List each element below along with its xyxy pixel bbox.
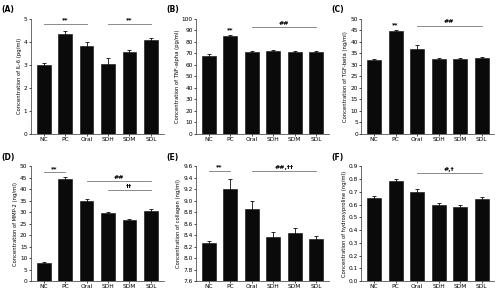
Y-axis label: Concentration of IL-6 (pg/ml): Concentration of IL-6 (pg/ml) — [16, 38, 21, 114]
Text: **: ** — [62, 18, 68, 23]
Bar — [245, 52, 259, 134]
Bar — [122, 220, 136, 281]
Text: **: ** — [227, 27, 234, 32]
Text: ##: ## — [114, 175, 124, 180]
Bar — [144, 211, 158, 281]
Bar — [58, 34, 72, 134]
Text: **: ** — [392, 22, 399, 27]
Text: (B): (B) — [166, 5, 179, 14]
Y-axis label: Concentration of TNF-alpha (pg/ml): Concentration of TNF-alpha (pg/ml) — [174, 30, 180, 123]
Y-axis label: Concentration of TGF-beta (ng/ml): Concentration of TGF-beta (ng/ml) — [344, 31, 348, 122]
Text: #,†: #,† — [444, 167, 454, 172]
Bar — [202, 55, 216, 134]
Bar — [266, 237, 280, 295]
Text: (D): (D) — [2, 153, 15, 162]
Bar — [432, 205, 446, 281]
Bar — [367, 198, 381, 281]
Bar — [36, 65, 51, 134]
Bar — [410, 192, 424, 281]
Bar — [245, 209, 259, 295]
Bar — [453, 207, 467, 281]
Bar — [474, 199, 488, 281]
Bar — [224, 36, 237, 134]
Bar — [202, 243, 216, 295]
Text: (F): (F) — [332, 153, 344, 162]
Bar — [80, 201, 94, 281]
Text: (C): (C) — [332, 5, 344, 14]
Bar — [288, 233, 302, 295]
Bar — [144, 40, 158, 134]
Bar — [36, 263, 51, 281]
Bar — [410, 49, 424, 134]
Bar — [122, 52, 136, 134]
Text: ††: †† — [126, 184, 132, 189]
Bar — [388, 31, 402, 134]
Bar — [58, 179, 72, 281]
Bar — [474, 58, 488, 134]
Bar — [288, 52, 302, 134]
Bar — [310, 239, 324, 295]
Bar — [432, 59, 446, 134]
Text: ##,††: ##,†† — [274, 165, 293, 170]
Text: **: ** — [126, 18, 132, 23]
Text: **: ** — [51, 166, 58, 171]
Text: (A): (A) — [2, 5, 14, 14]
Bar — [101, 63, 115, 134]
Bar — [224, 189, 237, 295]
Text: **: ** — [216, 165, 223, 170]
Bar — [101, 213, 115, 281]
Bar — [453, 59, 467, 134]
Text: (E): (E) — [166, 153, 179, 162]
Bar — [388, 181, 402, 281]
Bar — [80, 46, 94, 134]
Y-axis label: Concentration of MMP-2 (ng/ml): Concentration of MMP-2 (ng/ml) — [13, 182, 18, 266]
Bar — [310, 52, 324, 134]
Bar — [266, 51, 280, 134]
Y-axis label: Concentration of hydroxyproline (ng/ml): Concentration of hydroxyproline (ng/ml) — [342, 171, 346, 277]
Text: ##: ## — [279, 21, 289, 26]
Y-axis label: Concentration of collagen (ng/ml): Concentration of collagen (ng/ml) — [176, 179, 182, 268]
Bar — [367, 60, 381, 134]
Text: ##: ## — [444, 19, 454, 24]
